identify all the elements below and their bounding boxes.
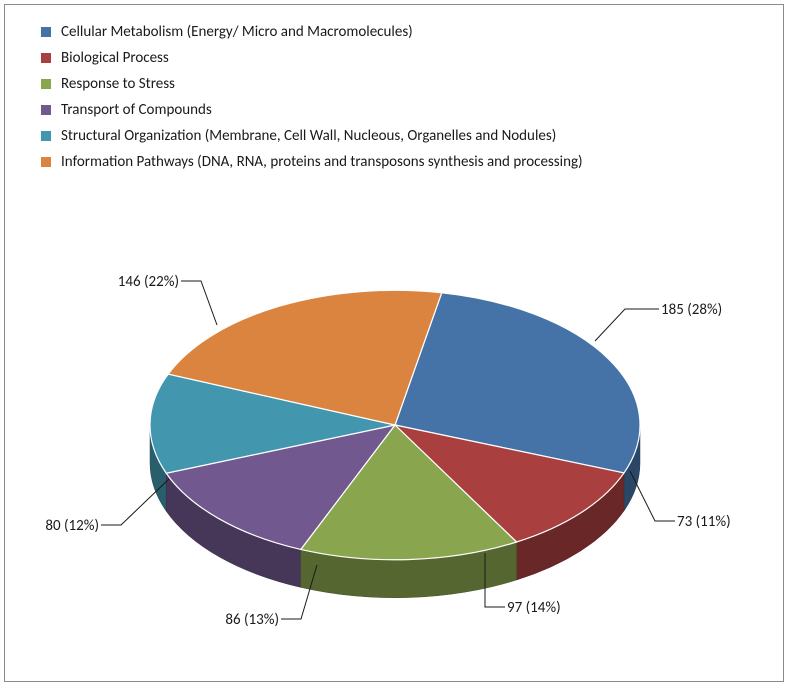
- legend-item: Cellular Metabolism (Energy/ Micro and M…: [41, 19, 583, 45]
- legend-label: Structural Organization (Membrane, Cell …: [61, 127, 556, 145]
- leader-line: [181, 281, 217, 325]
- legend-label: Response to Stress: [61, 75, 175, 93]
- legend-swatch: [41, 27, 51, 37]
- legend-item: Transport of Compounds: [41, 97, 583, 123]
- pie-chart: 185 (28%) 73 (11%) 97 (14%) 86 (13%) 80 (12%…: [5, 195, 785, 675]
- legend-swatch: [41, 157, 51, 167]
- legend-item: Response to Stress: [41, 71, 583, 97]
- slice-label: 80 (12%): [45, 517, 99, 535]
- legend-swatch: [41, 79, 51, 89]
- legend-item: Structural Organization (Membrane, Cell …: [41, 123, 583, 149]
- legend-label: Cellular Metabolism (Energy/ Micro and M…: [61, 23, 413, 41]
- legend-label: Biological Process: [61, 49, 169, 67]
- chart-frame: Cellular Metabolism (Energy/ Micro and M…: [4, 4, 784, 682]
- legend-swatch: [41, 105, 51, 115]
- slice-label: 97 (14%): [507, 599, 561, 617]
- slice-label: 73 (11%): [677, 513, 731, 531]
- legend: Cellular Metabolism (Energy/ Micro and M…: [41, 19, 583, 175]
- legend-swatch: [41, 131, 51, 141]
- legend-label: Information Pathways (DNA, RNA, proteins…: [61, 153, 583, 171]
- legend-item: Information Pathways (DNA, RNA, proteins…: [41, 149, 583, 175]
- legend-swatch: [41, 53, 51, 63]
- slice-label: 86 (13%): [225, 611, 279, 629]
- leader-line: [595, 309, 659, 341]
- pie-svg: 185 (28%) 73 (11%) 97 (14%) 86 (13%) 80 (12%…: [5, 195, 785, 675]
- legend-label: Transport of Compounds: [61, 101, 212, 119]
- slice-label: 185 (28%): [661, 301, 722, 319]
- slice-label: 146 (22%): [118, 273, 179, 291]
- legend-item: Biological Process: [41, 45, 583, 71]
